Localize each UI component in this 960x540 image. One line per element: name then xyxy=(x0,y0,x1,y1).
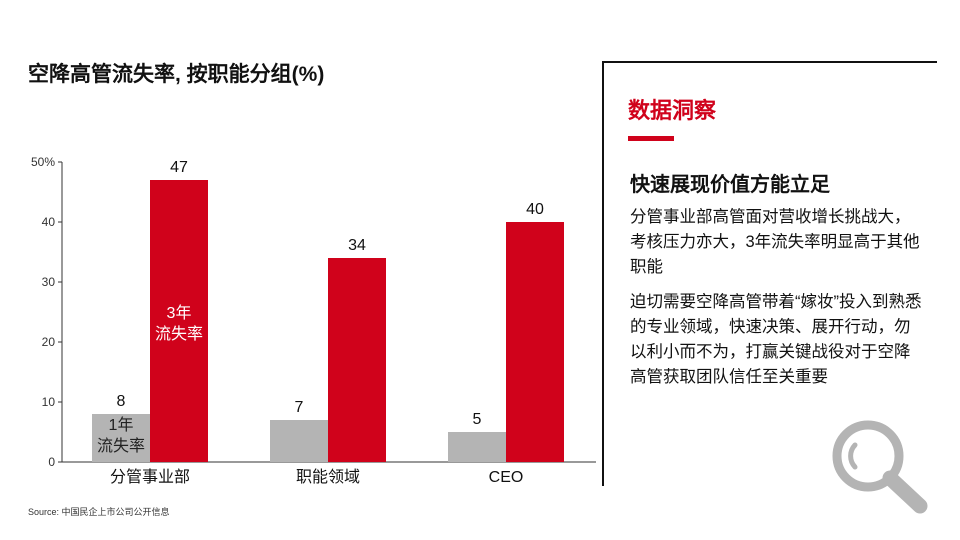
source-note: Source: 中国民企上市公司公开信息 xyxy=(28,507,170,517)
data-label: 40 xyxy=(526,201,544,218)
data-label: 5 xyxy=(473,411,482,428)
bar-three-year xyxy=(328,258,386,462)
insight-paragraph-2: 迫切需要空降高管带着“嫁妆”投入到熟悉的专业领域，快速决策、展开行动，勿以利小而… xyxy=(630,293,922,386)
y-tick-label: 40 xyxy=(42,215,56,229)
panel-heading: 数据洞察 xyxy=(628,98,717,123)
category-label: 分管事业部 xyxy=(110,468,190,486)
legend-label-one-year: 1年 xyxy=(109,416,134,434)
legend-label-three-year: 3年 xyxy=(167,304,192,322)
insight-panel xyxy=(602,61,937,486)
magnifier-icon xyxy=(832,420,928,514)
panel-subtitle: 快速展现价值方能立足 xyxy=(630,174,830,196)
category-label: 职能领域 xyxy=(296,468,360,486)
legend-label-one-year: 流失率 xyxy=(97,437,145,455)
legend-label-three-year: 流失率 xyxy=(155,325,203,343)
chart-title: 空降高管流失率, 按职能分组(%) xyxy=(28,63,325,86)
y-tick-label: 20 xyxy=(42,335,56,349)
data-label: 7 xyxy=(295,399,304,416)
bar-three-year xyxy=(150,180,208,462)
y-tick-label: 50% xyxy=(31,155,55,169)
bar-one-year xyxy=(448,432,506,462)
data-label: 47 xyxy=(170,159,188,176)
bar-three-year xyxy=(506,222,564,462)
bar-one-year xyxy=(92,414,150,462)
bar-one-year xyxy=(270,420,328,462)
data-label: 8 xyxy=(117,393,126,410)
y-tick-label: 0 xyxy=(48,455,55,469)
data-label: 34 xyxy=(348,237,366,254)
insight-paragraph-1: 分管事业部高管面对营收增长挑战大，考核压力亦大，3年流失率明显高于其他职能 xyxy=(630,208,920,276)
category-label: CEO xyxy=(489,469,524,486)
y-tick-label: 10 xyxy=(42,395,56,409)
heading-underline xyxy=(628,136,674,141)
y-tick-label: 30 xyxy=(42,275,56,289)
